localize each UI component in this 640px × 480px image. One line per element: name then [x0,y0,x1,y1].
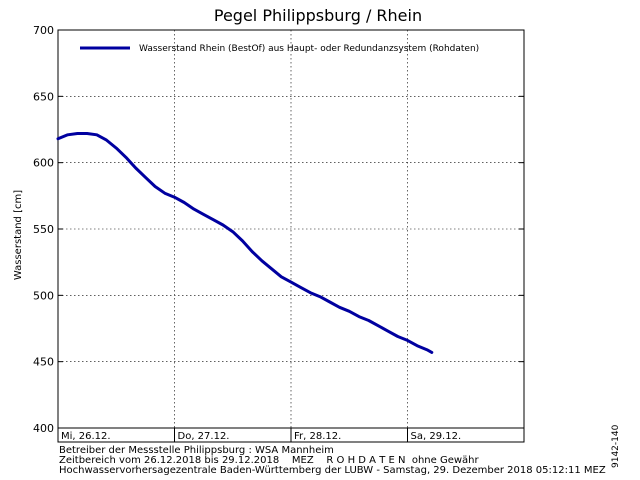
legend-label: Wasserstand Rhein (BestOf) aus Haupt- od… [139,44,479,54]
grid-lines [58,30,524,428]
chart-title: Pegel Philippsburg / Rhein [214,6,422,25]
y-tick-label: 500 [33,289,54,302]
y-tick-label: 450 [33,356,54,369]
y-axis-ticks: 400 450 500 550 600 650 700 [33,24,524,435]
y-tick-label: 550 [33,223,54,236]
x-tick-label: Fr, 28.12. [294,431,341,442]
legend: Wasserstand Rhein (BestOf) aus Haupt- od… [80,44,479,54]
image-code: 9142-140 [611,424,621,468]
y-tick-label: 600 [33,157,54,170]
x-axis-ticks: Mi, 26.12. Do, 27.12. Fr, 28.12. Sa, 29.12. [61,428,461,442]
footer-operator: Betreiber der Messstelle Philippsburg : … [59,445,334,456]
y-tick-label: 400 [33,422,54,435]
footer-time-range: Zeitbereich vom 26.12.2018 bis 29.12.201… [59,455,479,466]
y-tick-label: 650 [33,90,54,103]
footer-source: Hochwasservorhersagezentrale Baden-Württ… [59,465,606,476]
x-tick-label: Mi, 26.12. [61,431,111,442]
series-line-wasserstand [56,132,434,354]
series-layer [56,132,434,354]
y-axis-label: Wasserstand [cm] [13,190,24,280]
x-tick-label: Do, 27.12. [178,431,230,442]
x-tick-label: Sa, 29.12. [411,431,462,442]
y-tick-label: 700 [33,24,54,37]
date-strip [57,427,525,443]
